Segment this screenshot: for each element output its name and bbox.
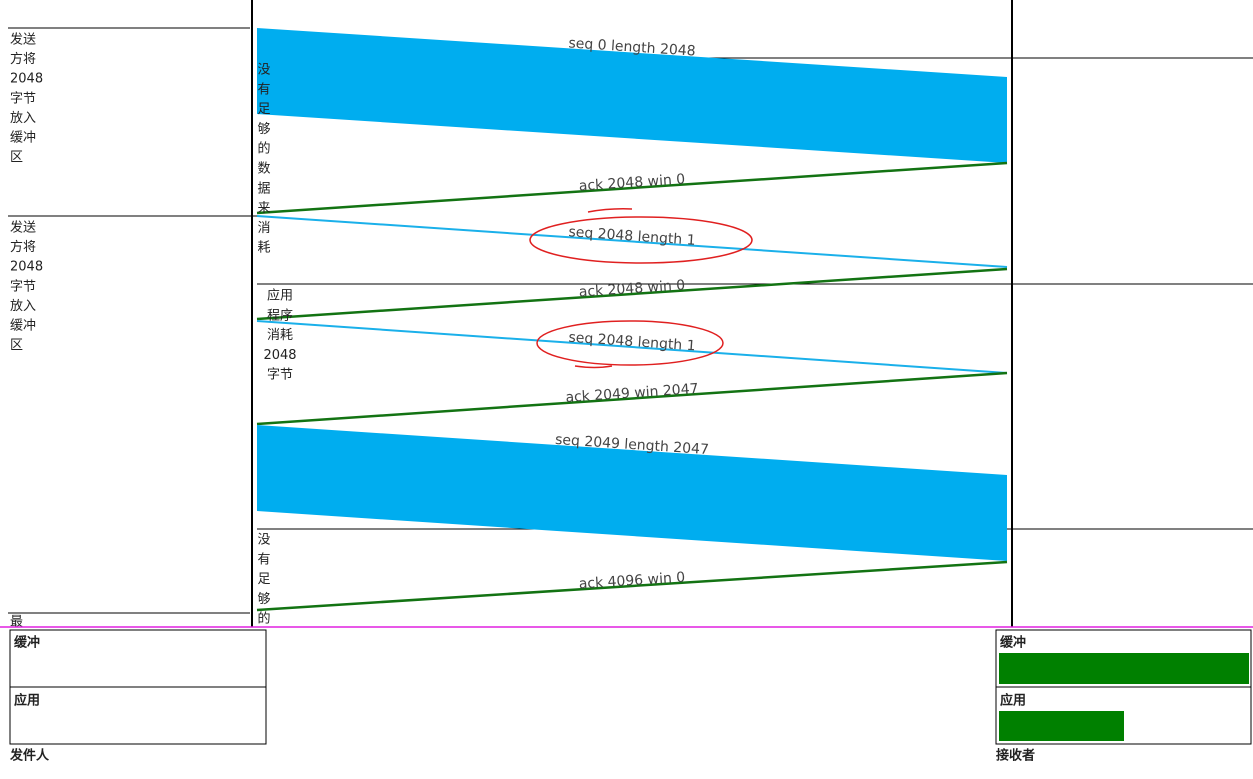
note-line: 的 <box>257 611 270 627</box>
message-label: ack 4096 win 0 <box>578 570 685 593</box>
note-line: 字节 <box>10 91 36 106</box>
note-line: 区 <box>10 150 23 165</box>
ack-arrow <box>256 267 1008 321</box>
note-line: 缓冲 <box>10 131 36 146</box>
note-line: 耗 <box>257 241 270 256</box>
panel-label: 缓冲 <box>1000 635 1026 651</box>
note-line: 足 <box>257 572 270 587</box>
participant-name: 发件人 <box>9 748 50 764</box>
note-line: 放入 <box>10 111 36 126</box>
note-line: 发送 <box>10 220 36 236</box>
note-line: 方将 <box>10 51 36 67</box>
buffer-fill <box>999 653 1249 684</box>
panel-box <box>9 629 267 688</box>
note-line: 来 <box>257 201 270 216</box>
note-line: 字节 <box>10 279 36 294</box>
panel-label: 缓冲 <box>14 635 40 651</box>
note-line: 消耗 <box>267 328 293 343</box>
annotation-stroke <box>574 365 613 369</box>
annotation-circle <box>536 320 724 366</box>
note-line: 有 <box>257 82 270 97</box>
message-label: ack 2048 win 0 <box>578 277 685 300</box>
notes: 发送方将2048字节放入缓冲区发送方将2048字节放入缓冲区最没有足够的数据来消… <box>10 32 297 630</box>
note-line: 程序 <box>267 308 293 323</box>
note-line: 发送 <box>10 32 36 48</box>
note-line: 2048 <box>10 72 43 87</box>
note-line: 的 <box>257 141 270 157</box>
message-label: ack 2048 win 0 <box>578 171 685 194</box>
annotation-stroke <box>587 208 633 213</box>
message-label: seq 2048 length 1 <box>568 224 696 249</box>
note-line: 数 <box>257 162 270 177</box>
panel-box <box>995 686 1252 745</box>
app-fill <box>999 711 1124 741</box>
note-line: 区 <box>10 338 23 353</box>
ack-arrow <box>256 560 1008 612</box>
note-line: 没 <box>257 533 270 548</box>
note-line: 够 <box>257 592 270 607</box>
panel-label: 应用 <box>14 693 40 709</box>
panel-box <box>9 686 267 745</box>
note-line: 缓冲 <box>10 319 36 334</box>
panel-label: 应用 <box>1000 693 1026 709</box>
ack-arrow <box>256 371 1008 426</box>
message-band <box>257 425 1007 561</box>
ack-arrow <box>256 161 1008 215</box>
note-line: 没 <box>257 63 270 78</box>
note-line: 消 <box>257 221 270 236</box>
note-line: 够 <box>257 122 270 137</box>
note-line: 应用 <box>267 288 293 304</box>
note-line: 放入 <box>10 299 36 314</box>
note-line: 方将 <box>10 239 36 255</box>
annotation-circle <box>529 216 753 264</box>
seq-arrow <box>256 320 1008 374</box>
note-line: 字节 <box>267 368 293 383</box>
message-label: seq 2048 length 1 <box>568 330 696 355</box>
participant-name: 接收者 <box>996 748 1035 764</box>
note-line: 有 <box>257 552 270 567</box>
note-line: 据 <box>257 181 270 196</box>
note-line: 足 <box>257 102 270 117</box>
note-line: 2048 <box>10 260 43 275</box>
message-band <box>257 28 1007 163</box>
note-line: 最 <box>10 615 23 630</box>
message-label: ack 2049 win 2047 <box>565 381 699 406</box>
note-line: 2048 <box>263 348 296 363</box>
seq-arrow <box>256 215 1008 268</box>
